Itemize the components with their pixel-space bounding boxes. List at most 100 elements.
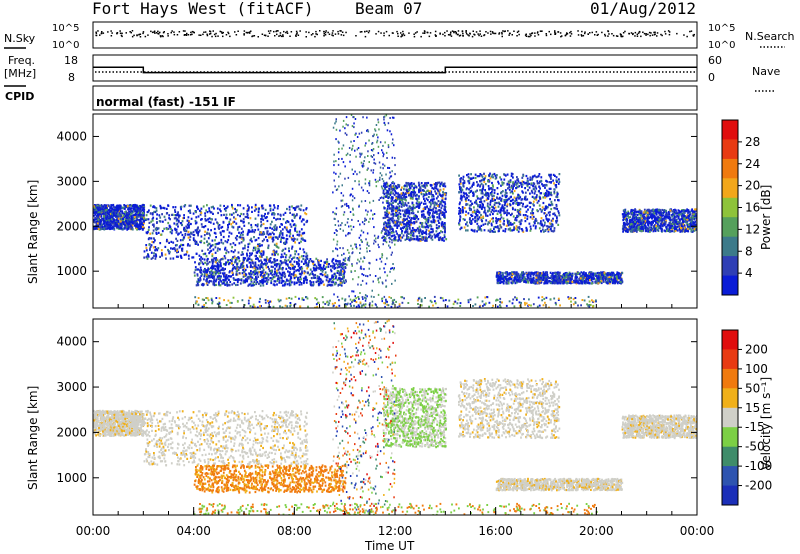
noise-point <box>447 34 450 36</box>
echo-cell <box>200 269 203 272</box>
echo-cell <box>272 276 275 279</box>
echo-cell <box>421 222 424 225</box>
echo-cell <box>93 214 95 217</box>
noise-point <box>423 32 426 34</box>
echo-cell <box>251 261 254 264</box>
echo-cell <box>124 223 126 226</box>
noise-point <box>212 30 214 32</box>
echo-cell <box>504 230 507 233</box>
echo-cell <box>235 238 238 241</box>
noise-point <box>587 33 589 35</box>
echo-cell <box>477 205 479 208</box>
echo-cell <box>503 210 506 213</box>
echo-cell <box>184 204 187 207</box>
echo-cell <box>250 280 253 283</box>
echo-cell <box>519 208 522 211</box>
echo-cell <box>444 201 446 204</box>
echo-cell <box>279 259 282 263</box>
echo-cell <box>112 220 115 223</box>
echo-cell <box>235 222 238 225</box>
nave-tick-top: 60 <box>708 54 722 67</box>
echo-cell <box>518 185 521 188</box>
echo-cell <box>502 190 504 193</box>
echo-cell <box>460 177 463 180</box>
echo-cell <box>395 239 397 242</box>
echo-cell <box>262 222 265 226</box>
echo-cell <box>478 206 481 209</box>
echo-cell <box>105 204 108 207</box>
echo-cell <box>320 259 322 262</box>
echo-cell <box>412 204 415 207</box>
echo-cell <box>211 239 214 242</box>
noise-point <box>368 30 371 32</box>
echo-cell <box>291 238 293 241</box>
echo-cell <box>552 217 554 220</box>
echo-cell <box>281 271 284 274</box>
echo-cell <box>465 229 467 232</box>
echo-cell <box>546 227 549 231</box>
echo-cell <box>316 277 319 280</box>
noise-point <box>107 31 109 33</box>
echo-cell <box>163 207 166 210</box>
noise-point <box>359 31 362 33</box>
echo-cell <box>180 243 182 246</box>
echo-cell <box>417 239 420 242</box>
echo-cell <box>425 183 428 186</box>
echo-cell <box>549 187 552 190</box>
cpid-panel <box>92 85 698 111</box>
echo-cell <box>489 192 492 195</box>
echo-cell <box>469 186 472 189</box>
echo-cell <box>100 227 103 230</box>
echo-cell <box>395 195 398 198</box>
echo-cell <box>254 224 257 227</box>
echo-cell <box>116 221 118 224</box>
echo-cell <box>485 219 488 222</box>
echo-cell <box>193 271 196 274</box>
echo-cell <box>315 280 318 284</box>
echo-cell <box>433 219 436 222</box>
echo-cell <box>511 173 514 176</box>
echo-cell <box>233 216 235 219</box>
echo-cell <box>343 270 346 273</box>
echo-cell <box>290 225 293 228</box>
echo-cell <box>247 222 250 225</box>
echo-cell <box>509 191 512 194</box>
echo-cell <box>236 228 239 231</box>
echo-cell <box>277 213 279 216</box>
echo-cell <box>430 228 433 231</box>
echo-cell <box>319 278 322 281</box>
echo-cell <box>95 210 98 213</box>
echo-cell <box>492 217 494 220</box>
echo-cell <box>195 240 198 243</box>
noise-point <box>111 32 113 34</box>
echo-cell <box>427 195 430 199</box>
freq-tick-bottom: 8 <box>68 71 75 84</box>
echo-cell <box>217 278 220 281</box>
echo-cell <box>221 230 224 233</box>
echo-cell <box>242 239 245 242</box>
echo-cell <box>295 269 298 272</box>
echo-cell <box>202 205 205 208</box>
noise-point <box>138 33 141 36</box>
echo-cell <box>479 173 482 176</box>
echo-cell <box>108 219 110 222</box>
echo-cell <box>474 176 477 180</box>
echo-cell <box>106 220 109 223</box>
echo-cell <box>396 196 399 199</box>
echo-cell <box>254 269 257 272</box>
echo-cell <box>235 283 237 287</box>
noise-point <box>162 31 165 34</box>
echo-cell <box>493 189 496 192</box>
echo-cell <box>412 232 415 235</box>
echo-cell <box>241 251 244 254</box>
echo-cell <box>208 232 211 235</box>
noise-point <box>653 31 655 34</box>
echo-cell <box>385 229 388 232</box>
echo-cell <box>298 241 301 245</box>
echo-cell <box>388 236 391 239</box>
echo-cell <box>130 225 132 228</box>
echo-cell <box>512 182 514 185</box>
echo-cell <box>552 212 555 216</box>
echo-cell <box>175 217 177 220</box>
echo-cell <box>506 203 509 206</box>
